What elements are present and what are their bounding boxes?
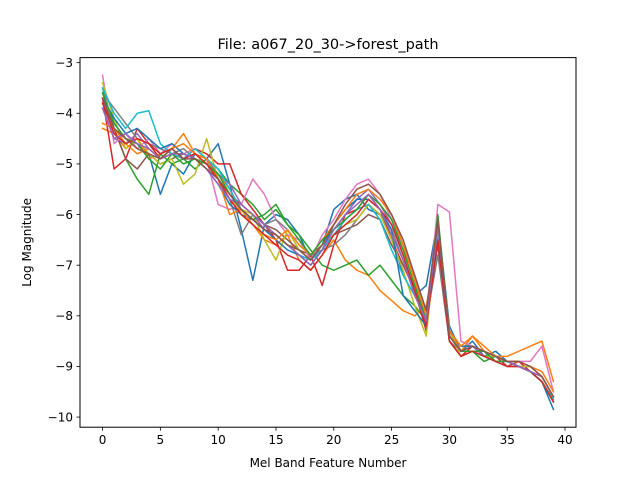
y-tick-label: −9 <box>55 360 73 374</box>
series-line-16 <box>101 97 555 398</box>
x-axis-label: Mel Band Feature Number <box>250 456 407 470</box>
y-tick-label: −3 <box>55 56 73 70</box>
y-tick-label: −10 <box>48 410 73 424</box>
x-tick-label: 20 <box>326 433 341 447</box>
x-tick-label: 15 <box>268 433 283 447</box>
x-axis: 0 5 10 15 20 25 30 35 40 <box>99 427 573 447</box>
y-tick-label: −7 <box>55 258 73 272</box>
x-tick-label: 5 <box>157 433 165 447</box>
series-line-12 <box>101 122 555 393</box>
y-axis: −10 −9 −8 −7 −6 −5 −4 −3 <box>48 56 80 424</box>
y-tick-label: −6 <box>55 208 73 222</box>
x-tick-label: 10 <box>211 433 226 447</box>
plot-area <box>101 74 555 411</box>
x-tick-label: 40 <box>557 433 572 447</box>
chart-title: File: a067_20_30->forest_path <box>217 37 438 53</box>
y-tick-label: −8 <box>55 309 73 323</box>
y-tick-label: −5 <box>55 157 73 171</box>
y-tick-label: −4 <box>55 107 73 121</box>
y-axis-label: Log Magnitude <box>20 198 34 287</box>
x-tick-label: 35 <box>500 433 515 447</box>
x-tick-label: 0 <box>99 433 107 447</box>
x-tick-label: 30 <box>442 433 457 447</box>
x-tick-label: 25 <box>384 433 399 447</box>
plot-frame <box>79 57 577 428</box>
